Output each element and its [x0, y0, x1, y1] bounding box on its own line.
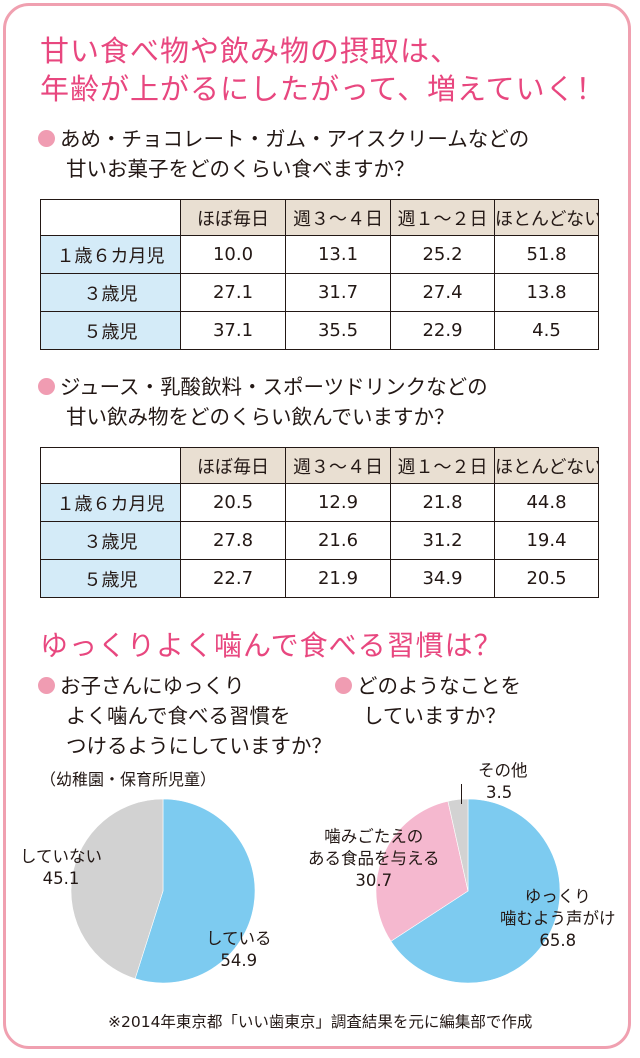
bullet-icon: [38, 378, 55, 395]
chew-question-1: お子さんにゆっくり よく噛んで食べる習慣を つけるようにしていますか？: [38, 671, 332, 761]
table-cell: 19.4: [494, 521, 599, 560]
column-header: ほぼ毎日: [180, 199, 286, 236]
pie-label-no: していない 45.1: [20, 846, 102, 890]
habit-pie-chart: [70, 798, 256, 984]
table-cell: 12.9: [285, 483, 391, 522]
respondent-note: （幼稚園・保育所児童）: [40, 770, 217, 789]
chew-question-1-line-1: お子さんにゆっくり: [60, 674, 245, 698]
method-pie-slice-1: [375, 800, 469, 942]
row-header: １歳６カ月児: [40, 483, 181, 522]
table-cell: 44.8: [494, 483, 599, 522]
pie-label-food-line-2: ある食品を与える: [308, 849, 440, 868]
column-header: ほぼ毎日: [180, 447, 286, 484]
table-row: ３歳児 27.1 31.7 27.4 13.8: [40, 273, 599, 312]
headline-line-1: 甘い食べ物や飲み物の摂取は、: [40, 34, 461, 68]
sweets-question-line-1: あめ・チョコレート・ガム・アイスクリームなどの: [60, 127, 530, 151]
pie-label-slow-value: 65.8: [539, 931, 577, 950]
drinks-question: ジュース・乳酸飲料・スポーツドリンクなどの 甘い飲み物をどのくらい飲んでいますか…: [38, 372, 488, 432]
chewing-section-title: ゆっくりよく噛んで食べる習慣は？: [40, 629, 503, 662]
row-header: ３歳児: [40, 521, 181, 560]
table-cell: 25.2: [390, 235, 495, 274]
source-footnote: ※2014年東京都「いい歯東京」調査結果を元に編集部で作成: [108, 1013, 533, 1031]
bullet-icon: [335, 677, 352, 694]
table-cell: 51.8: [494, 235, 599, 274]
chew-question-2-line-1: どのようなことを: [357, 674, 521, 698]
table-row: ５歳児 22.7 21.9 34.9 20.5: [40, 559, 599, 598]
table-header-row: ほぼ毎日 週３～４日 週１～２日 ほとんどない: [40, 447, 599, 484]
chew-question-2-line-2: していますか？: [363, 704, 506, 728]
table-row: １歳６カ月児 20.5 12.9 21.8 44.8: [40, 483, 599, 522]
table-cell: 21.9: [285, 559, 391, 598]
habit-pie-slice-1: [70, 798, 164, 980]
pie-label-other-value: 3.5: [486, 783, 513, 802]
method-pie-chart: [375, 798, 561, 984]
habit-pie-slice-0: [134, 798, 256, 984]
pie-label-no-value: 45.1: [42, 869, 80, 888]
pie-label-food-value: 30.7: [355, 871, 393, 890]
column-header: 週３～４日: [285, 199, 391, 236]
method-pie-slice-0: [390, 798, 561, 984]
table-cell: 22.7: [180, 559, 286, 598]
column-header: ほとんどない: [494, 447, 599, 484]
bullet-icon: [38, 677, 55, 694]
pie-label-yes-name: している: [206, 929, 272, 948]
bullet-icon: [38, 130, 55, 147]
column-header: 週１～２日: [390, 199, 495, 236]
table-row: ３歳児 27.8 21.6 31.2 19.4: [40, 521, 599, 560]
drinks-question-line-1: ジュース・乳酸飲料・スポーツドリンクなどの: [60, 375, 488, 399]
table-cell: 13.8: [494, 273, 599, 312]
table-cell: 20.5: [494, 559, 599, 598]
table-cell: 37.1: [180, 311, 286, 350]
table-cell: 21.8: [390, 483, 495, 522]
pie-label-yes-value: 54.9: [220, 951, 258, 970]
pie-other-leader-line: [461, 784, 462, 804]
drinks-table: ほぼ毎日 週３～４日 週１～２日 ほとんどない １歳６カ月児 20.5 12.9…: [40, 447, 599, 598]
headline-line-2: 年齢が上がるにしたがって、増えていく！: [40, 72, 606, 106]
table-cell: 31.7: [285, 273, 391, 312]
sweets-question-line-2: 甘いお菓子をどのくらい食べますか？: [66, 157, 415, 181]
column-header: 週３～４日: [285, 447, 391, 484]
row-header: ５歳児: [40, 559, 181, 598]
headline: 甘い食べ物や飲み物の摂取は、 年齢が上がるにしたがって、増えていく！: [40, 32, 606, 108]
row-header: ３歳児: [40, 273, 181, 312]
pie-label-slow-line-1: ゆっくり: [524, 887, 591, 906]
table-row: ５歳児 37.1 35.5 22.9 4.5: [40, 311, 599, 350]
pie-label-yes: している 54.9: [206, 928, 272, 972]
pie-label-slow-line-2: 噛むよう声がけ: [500, 909, 616, 928]
table-cell: 10.0: [180, 235, 286, 274]
column-header: 週１～２日: [390, 447, 495, 484]
table-cell: 35.5: [285, 311, 391, 350]
table-cell: 4.5: [494, 311, 599, 350]
table-cell: 27.4: [390, 273, 495, 312]
drinks-question-line-2: 甘い飲み物をどのくらい飲んでいますか？: [66, 405, 455, 429]
table-cell: 31.2: [390, 521, 495, 560]
row-header: ５歳児: [40, 311, 181, 350]
table-cell: 13.1: [285, 235, 391, 274]
table-corner-cell: [40, 447, 181, 484]
table-cell: 27.8: [180, 521, 286, 560]
table-corner-cell: [40, 199, 181, 236]
pie-label-other: その他 3.5: [478, 760, 528, 804]
table-cell: 20.5: [180, 483, 286, 522]
table-header-row: ほぼ毎日 週３～４日 週１～２日 ほとんどない: [40, 199, 599, 236]
table-cell: 34.9: [390, 559, 495, 598]
chew-question-1-line-3: つけるようにしていますか？: [66, 734, 332, 758]
sweets-table: ほぼ毎日 週３～４日 週１～２日 ほとんどない １歳６カ月児 10.0 13.1…: [40, 199, 599, 350]
table-cell: 22.9: [390, 311, 495, 350]
chew-question-2: どのようなことを していますか？: [335, 671, 521, 731]
pie-label-food-line-1: 噛みごたえの: [324, 827, 424, 846]
table-cell: 27.1: [180, 273, 286, 312]
column-header: ほとんどない: [494, 199, 599, 236]
pie-label-slow: ゆっくり 噛むよう声がけ 65.8: [500, 886, 616, 952]
pie-label-food: 噛みごたえの ある食品を与える 30.7: [308, 826, 440, 892]
method-pie-slice-2: [447, 798, 469, 892]
sweets-question: あめ・チョコレート・ガム・アイスクリームなどの 甘いお菓子をどのくらい食べますか…: [38, 124, 529, 184]
pie-label-other-name: その他: [478, 761, 528, 780]
row-header: １歳６カ月児: [40, 235, 181, 274]
pie-label-no-name: していない: [20, 847, 103, 866]
chew-question-1-line-2: よく噛んで食べる習慣を: [66, 704, 291, 728]
table-cell: 21.6: [285, 521, 391, 560]
card-frame: [3, 3, 631, 1049]
table-row: １歳６カ月児 10.0 13.1 25.2 51.8: [40, 235, 599, 274]
